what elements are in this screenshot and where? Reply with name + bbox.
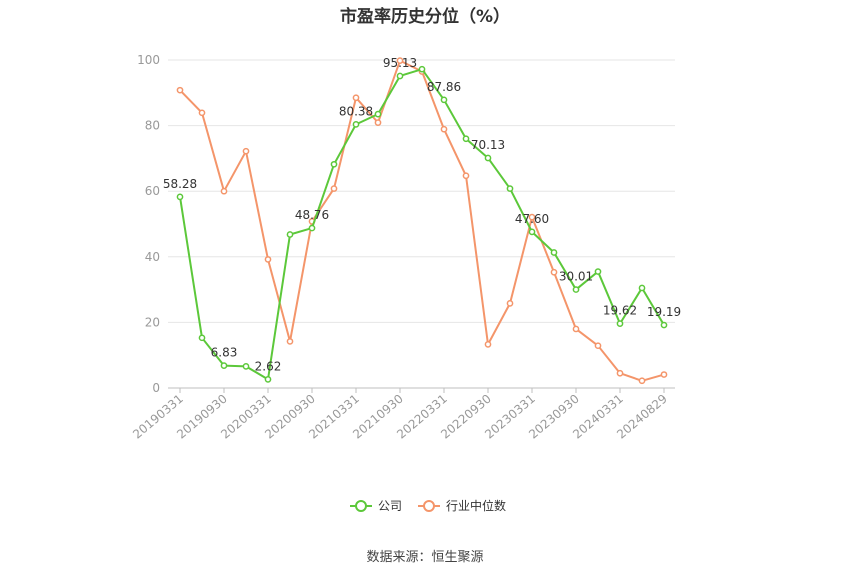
series-point-1 — [220, 187, 228, 195]
series-point-1 — [660, 371, 668, 378]
series-point-1 — [176, 86, 184, 94]
series-point-1 — [242, 147, 250, 155]
series-point-0 — [242, 363, 250, 370]
grid — [168, 59, 675, 323]
series-point-1 — [528, 213, 536, 221]
series-layer — [176, 57, 668, 385]
series-point-1 — [462, 172, 470, 180]
series-point-1 — [374, 119, 382, 126]
y-tick-label: 0 — [152, 381, 160, 395]
series-point-1 — [440, 125, 448, 133]
chart-title: 市盈率历史分位（%） — [339, 7, 511, 27]
data-label: 30.01 — [559, 270, 593, 284]
data-label: 19.62 — [603, 304, 637, 318]
legend-marker — [423, 500, 435, 512]
y-tick-label: 100 — [137, 53, 160, 67]
data-label: 87.86 — [427, 80, 461, 94]
series-point-1 — [616, 369, 624, 377]
series-point-1 — [638, 377, 646, 385]
data-label: 48.76 — [295, 208, 329, 222]
series-point-0 — [264, 376, 272, 383]
series-point-0 — [352, 121, 360, 128]
series-point-0 — [506, 185, 514, 192]
series-point-0 — [440, 96, 448, 104]
series-point-0 — [660, 321, 668, 329]
series-point-1 — [550, 268, 558, 276]
series-point-0 — [638, 284, 646, 292]
series-point-0 — [484, 154, 492, 162]
series-point-0 — [308, 224, 316, 232]
series-point-1 — [264, 256, 272, 263]
series-line-0 — [179, 68, 665, 381]
series-point-1 — [572, 325, 580, 333]
series-point-0 — [528, 228, 536, 236]
series-point-1 — [396, 57, 404, 65]
legend-item-1[interactable]: 行业中位数 — [418, 498, 506, 513]
data-label: 19.19 — [647, 305, 681, 319]
legend-item-0[interactable]: 公司 — [350, 499, 402, 513]
series-point-0 — [176, 193, 184, 201]
axes: 0204060801002019033120190930202003312020… — [130, 53, 675, 442]
y-tick-label: 20 — [145, 315, 160, 329]
series-point-0 — [374, 110, 382, 118]
data-label: 80.38 — [339, 104, 373, 118]
series-point-1 — [286, 338, 294, 345]
series-point-1 — [506, 300, 514, 307]
series-line-1 — [179, 59, 665, 382]
legend-label: 行业中位数 — [446, 498, 506, 513]
data-label: 70.13 — [471, 138, 505, 152]
series-point-0 — [330, 160, 338, 168]
series-point-0 — [572, 286, 580, 293]
legend-label: 公司 — [378, 499, 402, 513]
series-point-1 — [198, 109, 206, 117]
data-label: 2.62 — [255, 359, 282, 373]
data-label: 6.83 — [211, 346, 238, 360]
data-label: 95.13 — [383, 56, 417, 70]
legend-marker — [355, 500, 367, 512]
y-tick-label: 60 — [145, 184, 160, 198]
series-point-1 — [352, 94, 360, 102]
series-point-0 — [616, 320, 624, 327]
legend[interactable]: 公司 行业中位数 — [350, 498, 506, 513]
series-point-0 — [198, 334, 206, 342]
chart-source: 数据来源：恒生聚源 — [366, 550, 484, 565]
series-point-0 — [550, 249, 558, 256]
series-point-1 — [484, 341, 492, 348]
y-tick-label: 40 — [145, 250, 160, 264]
series-point-0 — [396, 72, 404, 80]
series-point-0 — [286, 231, 294, 238]
y-tick-label: 80 — [145, 119, 160, 133]
data-labels: 58.28 6.83 2.62 48.76 80.38 95.13 87.86 70.13 47… — [163, 56, 681, 373]
series-point-0 — [462, 135, 470, 143]
series-point-0 — [220, 362, 228, 369]
data-label: 47.60 — [515, 212, 549, 226]
series-point-1 — [330, 185, 338, 192]
series-point-0 — [418, 65, 426, 73]
series-point-0 — [594, 268, 602, 275]
series-point-1 — [594, 342, 602, 350]
data-label: 58.28 — [163, 177, 197, 191]
